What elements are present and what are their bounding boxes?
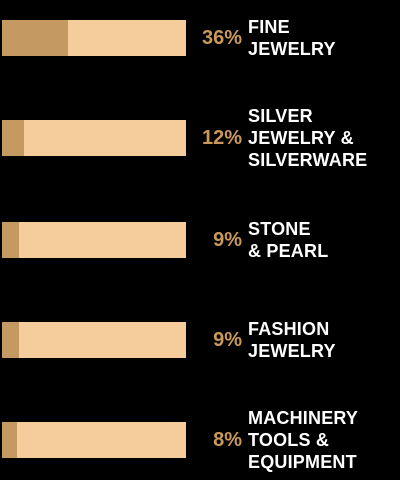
bar-track (2, 422, 186, 458)
category-label: FASHION JEWELRY (248, 319, 336, 361)
bar-track (2, 322, 186, 358)
category-label: FINE JEWELRY (248, 17, 336, 59)
category-label: MACHINERY TOOLS & EQUIPMENT (248, 408, 359, 472)
category-label: STONE & PEARL (248, 219, 329, 261)
bar (2, 322, 19, 358)
value-label: 12% (201, 127, 242, 149)
bar-track (2, 222, 186, 258)
bar (2, 120, 25, 156)
value-label: 8% (213, 429, 242, 451)
value-label: 36% (201, 27, 242, 49)
category-label: SILVER JEWELRY & SILVERWARE (248, 106, 368, 170)
value-label: 9% (213, 229, 242, 251)
bar (2, 422, 17, 458)
bar (2, 20, 69, 56)
value-label: 9% (213, 329, 242, 351)
bar-track (2, 20, 186, 56)
bar-track (2, 120, 186, 156)
bar (2, 222, 19, 258)
